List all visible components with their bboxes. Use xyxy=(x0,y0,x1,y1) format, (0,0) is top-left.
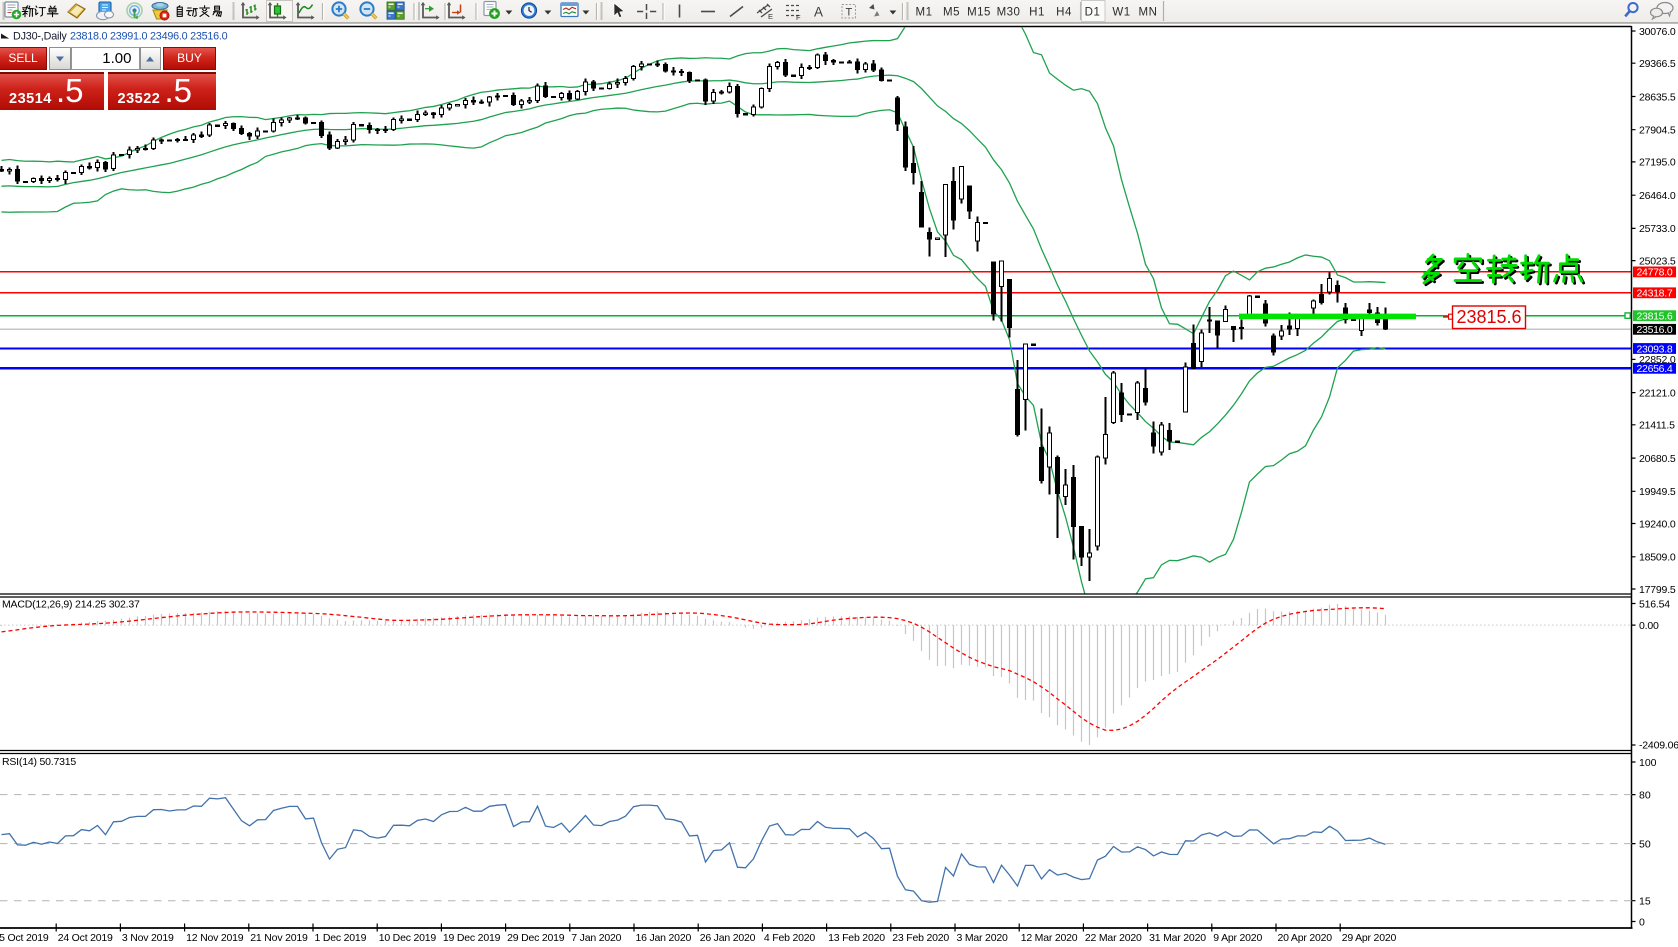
svg-text:16 Jan 2020: 16 Jan 2020 xyxy=(636,932,692,944)
svg-text:3 Mar 2020: 3 Mar 2020 xyxy=(957,932,1008,944)
svg-text:E: E xyxy=(768,12,773,21)
svg-text:516.54: 516.54 xyxy=(1639,599,1670,611)
svg-text:1 Dec 2019: 1 Dec 2019 xyxy=(315,932,367,944)
svg-text:100: 100 xyxy=(1639,757,1657,769)
svg-text:RSI(14) 50.7315: RSI(14) 50.7315 xyxy=(2,756,76,768)
svg-text:24778.0: 24778.0 xyxy=(1637,267,1673,279)
svg-text:12 Mar 2020: 12 Mar 2020 xyxy=(1021,932,1078,944)
svg-text:MN: MN xyxy=(1139,7,1158,19)
svg-text:22 Mar 2020: 22 Mar 2020 xyxy=(1085,932,1142,944)
svg-text:F: F xyxy=(796,13,801,22)
svg-text:23 Feb 2020: 23 Feb 2020 xyxy=(892,932,949,944)
svg-text:D1: D1 xyxy=(1085,7,1101,19)
svg-text:23093.8: 23093.8 xyxy=(1637,343,1673,355)
svg-text:-2409.06: -2409.06 xyxy=(1639,740,1678,752)
svg-text:M1: M1 xyxy=(916,7,933,19)
svg-text:H1: H1 xyxy=(1029,7,1045,19)
svg-text:19 Dec 2019: 19 Dec 2019 xyxy=(443,932,501,944)
svg-text:21 Nov 2019: 21 Nov 2019 xyxy=(250,932,308,944)
svg-text:10 Dec 2019: 10 Dec 2019 xyxy=(379,932,437,944)
svg-text:50: 50 xyxy=(1639,838,1651,850)
svg-text:13 Feb 2020: 13 Feb 2020 xyxy=(828,932,885,944)
svg-text:4 Feb 2020: 4 Feb 2020 xyxy=(764,932,815,944)
svg-text:22656.4: 22656.4 xyxy=(1637,363,1673,375)
svg-text:30076.0: 30076.0 xyxy=(1639,26,1676,38)
svg-text:22121.0: 22121.0 xyxy=(1639,387,1676,399)
svg-text:M5: M5 xyxy=(943,7,960,19)
svg-text:24 Oct 2019: 24 Oct 2019 xyxy=(58,932,113,944)
svg-text:29 Dec 2019: 29 Dec 2019 xyxy=(507,932,565,944)
svg-text:15: 15 xyxy=(1639,896,1651,908)
svg-text:23516.0: 23516.0 xyxy=(1637,324,1673,336)
svg-text:7 Jan 2020: 7 Jan 2020 xyxy=(571,932,621,944)
svg-text:23818.0 23991.0 23496.0 23516.: 23818.0 23991.0 23496.0 23516.0 xyxy=(70,31,228,43)
svg-text:25023.5: 25023.5 xyxy=(1639,255,1676,267)
svg-text:20680.5: 20680.5 xyxy=(1639,453,1676,465)
svg-text:W1: W1 xyxy=(1112,7,1130,19)
svg-text:26464.0: 26464.0 xyxy=(1639,190,1676,202)
svg-text:17799.5: 17799.5 xyxy=(1639,584,1676,596)
svg-text:31 Mar 2020: 31 Mar 2020 xyxy=(1149,932,1206,944)
svg-text:24318.7: 24318.7 xyxy=(1637,288,1673,300)
svg-text:0: 0 xyxy=(1639,916,1645,928)
svg-text:20 Apr 2020: 20 Apr 2020 xyxy=(1278,932,1333,944)
svg-text:M15: M15 xyxy=(967,7,991,19)
svg-text:21411.5: 21411.5 xyxy=(1639,420,1675,432)
svg-text:H4: H4 xyxy=(1056,7,1072,19)
svg-text:12 Nov 2019: 12 Nov 2019 xyxy=(186,932,244,944)
svg-text:3 Nov 2019: 3 Nov 2019 xyxy=(122,932,174,944)
svg-text:MACD(12,26,9) 214.25 302.37: MACD(12,26,9) 214.25 302.37 xyxy=(2,599,140,611)
svg-text:80: 80 xyxy=(1639,789,1651,801)
svg-text:DJ30-,Daily: DJ30-,Daily xyxy=(13,31,67,43)
svg-text:T: T xyxy=(846,7,853,19)
svg-text:15 Oct 2019: 15 Oct 2019 xyxy=(0,932,49,944)
svg-text:29366.5: 29366.5 xyxy=(1639,58,1676,70)
svg-text:A: A xyxy=(814,5,823,20)
svg-text:23815.6: 23815.6 xyxy=(1637,311,1673,323)
svg-text:19949.5: 19949.5 xyxy=(1639,486,1676,498)
svg-text:26 Jan 2020: 26 Jan 2020 xyxy=(700,932,756,944)
svg-text:27904.5: 27904.5 xyxy=(1639,125,1676,137)
svg-text:23815.6: 23815.6 xyxy=(1456,307,1521,327)
svg-text:19240.0: 19240.0 xyxy=(1639,518,1676,530)
svg-text:27195.0: 27195.0 xyxy=(1639,157,1676,169)
svg-text:25733.0: 25733.0 xyxy=(1639,223,1676,235)
svg-text:M30: M30 xyxy=(997,7,1021,19)
svg-text:9 Apr 2020: 9 Apr 2020 xyxy=(1213,932,1262,944)
svg-text:29 Apr 2020: 29 Apr 2020 xyxy=(1342,932,1397,944)
svg-text:0.00: 0.00 xyxy=(1639,620,1659,632)
svg-text:28635.5: 28635.5 xyxy=(1639,91,1676,103)
svg-text:18509.0: 18509.0 xyxy=(1639,552,1676,564)
